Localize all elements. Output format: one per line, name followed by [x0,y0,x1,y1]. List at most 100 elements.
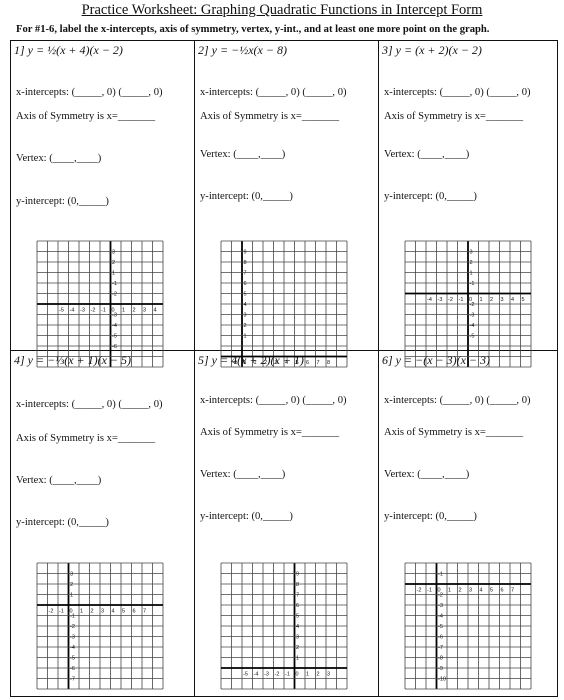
x-tick-label: 2 [91,609,94,615]
y-tick-label: -1 [70,614,75,620]
x-tick-label: -4 [254,672,259,678]
x-tick-label: 2 [133,308,136,314]
problem-6-y-intercept: y-intercept: (0,_____) [384,511,477,522]
y-tick-label: -3 [470,313,475,319]
y-tick-label: -10 [438,677,446,683]
y-tick-label: 1 [112,271,115,277]
problem-4-vertex: Vertex: (____,____) [16,475,102,486]
x-tick-label: -5 [243,672,248,678]
y-tick-label: -4 [112,323,117,329]
x-tick-label: -3 [264,672,269,678]
problem-3-y-intercept: y-intercept: (0,_____) [384,191,477,202]
problem-1-graph: -5 -4 -3 -2 -1 0 1 2 3 4 3 2 1 -1 -2 -3 -4 -5 -6 [33,237,169,371]
x-tick-label: -1 [233,360,238,366]
x-tick-label: -1 [59,609,64,615]
y-tick-label: -6 [112,344,117,350]
x-tick-label: 0 [70,609,73,615]
x-tick-label: 1 [80,609,83,615]
x-tick-label: 6 [306,360,309,366]
x-tick-label: 1 [122,308,125,314]
x-tick-label: 0 [438,588,441,594]
y-tick-label: -1 [438,572,443,578]
problem-6-axis: Axis of Symmetry is x=_______ [384,427,523,438]
y-tick-label: 5 [296,614,299,620]
y-tick-label: 9 [244,250,247,256]
problem-6-vertex: Vertex: (____,____) [384,469,470,480]
y-tick-label: 3 [244,313,247,319]
x-tick-label: 7 [317,360,320,366]
coordinate-grid: -4 -3 -2 -1 0 1 2 3 4 5 3 2 1 -1 -2 -3 -4 -5 [404,240,532,368]
coordinate-grid: -2 -1 0 1 2 3 4 5 6 7-1-2-3-4-5-6-7-8-9-10 [404,562,532,690]
y-tick-label: 1 [244,334,247,340]
x-tick-label: 1 [254,360,257,366]
y-tick-label: -3 [438,603,443,609]
x-tick-label: 6 [133,609,136,615]
problem-5-y-intercept: y-intercept: (0,_____) [200,511,293,522]
y-tick-label: -5 [438,624,443,630]
y-tick-label: -2 [112,292,117,298]
coordinate-grid: -5 -4 -3 -2 -1 0 1 2 3 4 3 2 1 -1 -2 -3 -4 -5 -6 [36,240,164,368]
y-tick-label: -6 [438,635,443,641]
y-tick-label: 2 [296,645,299,651]
x-tick-label: 7 [511,588,514,594]
y-tick-label: 2 [470,260,473,266]
y-tick-label: -3 [70,635,75,641]
problem-3-axis: Axis of Symmetry is x=_______ [384,111,523,122]
problem-3-graph: -4 -3 -2 -1 0 1 2 3 4 5 3 2 1 -1 -2 -3 -4 -5 [401,237,537,371]
problem-2-x-intercepts: x-intercepts: (_____, 0) (_____, 0) [200,87,347,98]
x-tick-label: 3 [501,297,504,303]
x-tick-label: 3 [327,672,330,678]
problem-5-axis: Axis of Symmetry is x=_______ [200,427,339,438]
problem-1-equation: 1] y = ½(x + 4)(x − 2) [14,43,123,57]
y-tick-label: 9 [296,572,299,578]
y-tick-label: -1 [470,281,475,287]
x-tick-label: 1 [306,672,309,678]
problem-6: 6] y = −(x − 3)(x − 3) x-intercepts: (__… [379,351,557,696]
x-tick-label: 2 [459,588,462,594]
y-tick-label: 2 [112,260,115,266]
y-tick-label: 6 [244,281,247,287]
x-tick-label: 6 [501,588,504,594]
problem-2-y-intercept: y-intercept: (0,_____) [200,191,293,202]
x-tick-label: 0 [243,360,246,366]
problem-4: 4] y = −⅓(x + 1)(x − 5) x-intercepts: (_… [11,351,195,696]
x-tick-label: 5 [296,360,299,366]
problem-6-x-intercepts: x-intercepts: (_____, 0) (_____, 0) [384,395,531,406]
x-tick-label: 4 [285,360,288,366]
y-tick-label: -2 [70,624,75,630]
problem-2-equation: 2] y = −½x(x − 8) [198,43,287,57]
problem-3-vertex: Vertex: (____,____) [384,149,470,160]
x-tick-label: 3 [143,308,146,314]
problems-grid: 1] y = ½(x + 4)(x − 2) x-intercepts: (__… [10,40,558,697]
y-tick-label: 6 [296,603,299,609]
y-tick-label: -5 [70,656,75,662]
x-tick-label: -2 [49,609,54,615]
problem-1-axis: Axis of Symmetry is x=_______ [16,111,155,122]
problem-4-equation: 4] y = −⅓(x + 1)(x − 5) [14,353,132,367]
problem-4-graph: -2 -1 0 1 2 3 4 5 6 7 3 2 1 -1 -2 -3 -4 -5 -6 -7 [33,559,169,693]
x-tick-label: 4 [154,308,157,314]
y-tick-label: -6 [70,666,75,672]
x-tick-label: -1 [101,308,106,314]
problem-5: 5] y = 4(x + 2)(x + 1) x-intercepts: (__… [195,351,379,696]
x-tick-label: 3 [469,588,472,594]
x-tick-label: -2 [417,588,422,594]
y-tick-label: 4 [296,624,299,630]
x-tick-label: 1 [480,297,483,303]
x-tick-label: 2 [490,297,493,303]
problem-4-axis: Axis of Symmetry is x=_______ [16,433,155,444]
y-tick-label: -7 [70,677,75,683]
x-tick-label: -2 [91,308,96,314]
problem-4-x-intercepts: x-intercepts: (_____, 0) (_____, 0) [16,399,163,410]
x-tick-label: 5 [490,588,493,594]
x-tick-label: -1 [427,588,432,594]
problem-6-graph: -2 -1 0 1 2 3 4 5 6 7 -1 -2 -3 -4 -5 -6 -7 -8 -9 -10 [401,559,537,693]
y-tick-label: 3 [296,635,299,641]
y-tick-label: -5 [112,334,117,340]
y-tick-label: -8 [438,656,443,662]
y-tick-label: 8 [296,582,299,588]
x-tick-label: 4 [511,297,514,303]
x-tick-label: -4 [427,297,432,303]
x-tick-label: 7 [143,609,146,615]
